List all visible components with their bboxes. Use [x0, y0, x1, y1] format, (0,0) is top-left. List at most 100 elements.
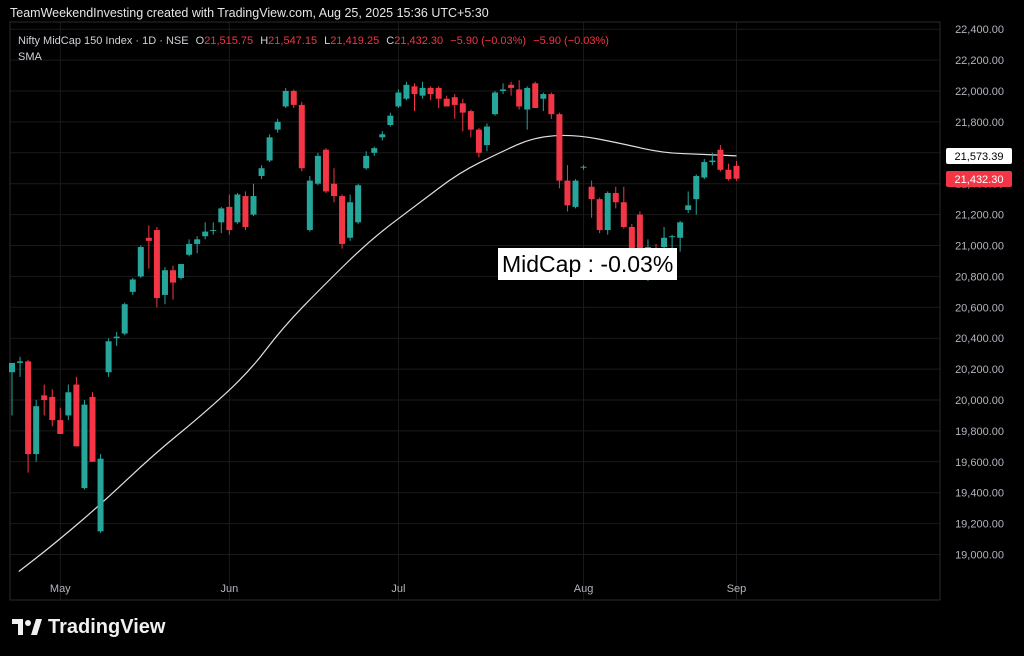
candle	[73, 376, 80, 447]
candle	[435, 86, 442, 108]
candle-body	[701, 162, 708, 178]
tradingview-logo[interactable]: TradingView	[12, 616, 165, 639]
sma-line-layer	[18, 134, 737, 572]
y-tick-label: 19,600.00	[955, 457, 1004, 469]
candle	[89, 392, 96, 462]
y-tick-label: 20,400.00	[955, 333, 1004, 345]
candle	[371, 146, 378, 156]
candle	[612, 186, 619, 209]
y-tick-label: 20,000.00	[955, 395, 1004, 407]
candle-body	[459, 103, 466, 113]
candle	[331, 168, 337, 203]
candle	[218, 206, 225, 234]
candle-body	[210, 230, 217, 232]
y-tick-label: 19,800.00	[955, 426, 1004, 438]
x-tick-label: Sep	[727, 583, 747, 595]
x-tick-label: Jun	[220, 583, 238, 595]
candle	[9, 362, 15, 416]
candle-body	[129, 279, 136, 292]
candle	[596, 197, 603, 234]
candle	[717, 145, 724, 172]
y-tick-label: 20,200.00	[955, 364, 1004, 376]
candle-body	[403, 84, 410, 99]
candle-body	[725, 169, 732, 180]
candle-body	[355, 185, 362, 223]
candle	[347, 194, 354, 241]
y-tick-label: 22,200.00	[955, 55, 1004, 67]
x-tick-label: Aug	[574, 583, 594, 595]
y-tick-label: 19,200.00	[955, 519, 1004, 531]
legend-c-label: C	[386, 35, 394, 47]
candle	[524, 86, 531, 130]
candle	[178, 264, 185, 280]
candle-body	[73, 384, 80, 447]
legend-o-value: 21,515.75	[204, 35, 253, 47]
candle-body	[97, 458, 104, 532]
candle-body	[105, 341, 112, 373]
candle	[49, 389, 56, 427]
annotation-label: MidCap : -0.03%	[498, 248, 678, 280]
candle-body	[628, 226, 635, 249]
candle	[129, 277, 136, 295]
candle-body	[258, 168, 265, 176]
candle	[145, 225, 152, 269]
candle	[355, 183, 362, 224]
attribution-header: TeamWeekendInvesting created with Tradin…	[10, 6, 489, 20]
candle-body	[419, 87, 426, 96]
price-axis[interactable]: 19,000.00 19,200.00 19,400.00 19,600.00 19,8…	[955, 24, 1004, 561]
candle-body	[564, 180, 571, 206]
candle-body	[322, 149, 329, 192]
legend-line: Nifty MidCap 150 Index · 1D · NSE O21,51…	[18, 35, 609, 47]
candle	[306, 175, 313, 232]
legend-symbol: Nifty MidCap 150 Index · 1D · NSE	[18, 35, 189, 47]
candle-body	[81, 404, 88, 489]
candle-body	[661, 237, 668, 248]
candle-body	[347, 202, 354, 238]
candle	[242, 191, 249, 231]
candle	[17, 356, 24, 377]
candle-body	[636, 214, 643, 274]
legend-change-2: −5.90 (−0.03%)	[533, 35, 609, 47]
candle-body	[604, 192, 611, 231]
candle-body	[596, 199, 603, 231]
candle-body	[500, 89, 507, 91]
x-tick-label: May	[50, 583, 71, 595]
candle	[564, 165, 571, 212]
candle-body	[572, 180, 579, 207]
candle	[363, 151, 370, 170]
candle-body	[161, 270, 168, 295]
legend-change: −5.90 (−0.03%)	[450, 35, 526, 47]
candle	[427, 86, 434, 101]
candle-body	[57, 420, 64, 434]
candle-body	[9, 362, 15, 373]
candle	[403, 81, 410, 101]
candle-body	[226, 206, 233, 231]
candle	[588, 180, 595, 218]
time-axis[interactable]: May Jun Jul Aug Sep	[50, 583, 746, 595]
candle	[556, 112, 563, 189]
candle-body	[170, 270, 176, 283]
candle-body	[427, 87, 434, 95]
candle-body	[709, 160, 716, 163]
candle	[202, 222, 209, 240]
candle	[121, 302, 128, 336]
candle-body	[234, 194, 241, 223]
candle	[298, 101, 305, 172]
candle	[81, 400, 88, 490]
candle	[620, 186, 627, 229]
candle	[500, 83, 507, 95]
candle-body	[145, 237, 152, 241]
candle-body	[395, 92, 402, 107]
candle	[194, 236, 201, 254]
candle	[250, 183, 257, 217]
candle-body	[33, 406, 40, 455]
candle	[508, 81, 515, 96]
y-tick-label: 20,800.00	[955, 271, 1004, 283]
legend-h-value: 21,547.15	[268, 35, 317, 47]
y-tick-label: 20,600.00	[955, 302, 1004, 314]
candle-body	[612, 192, 619, 203]
candle-body	[717, 149, 724, 170]
candle-body	[137, 247, 144, 277]
